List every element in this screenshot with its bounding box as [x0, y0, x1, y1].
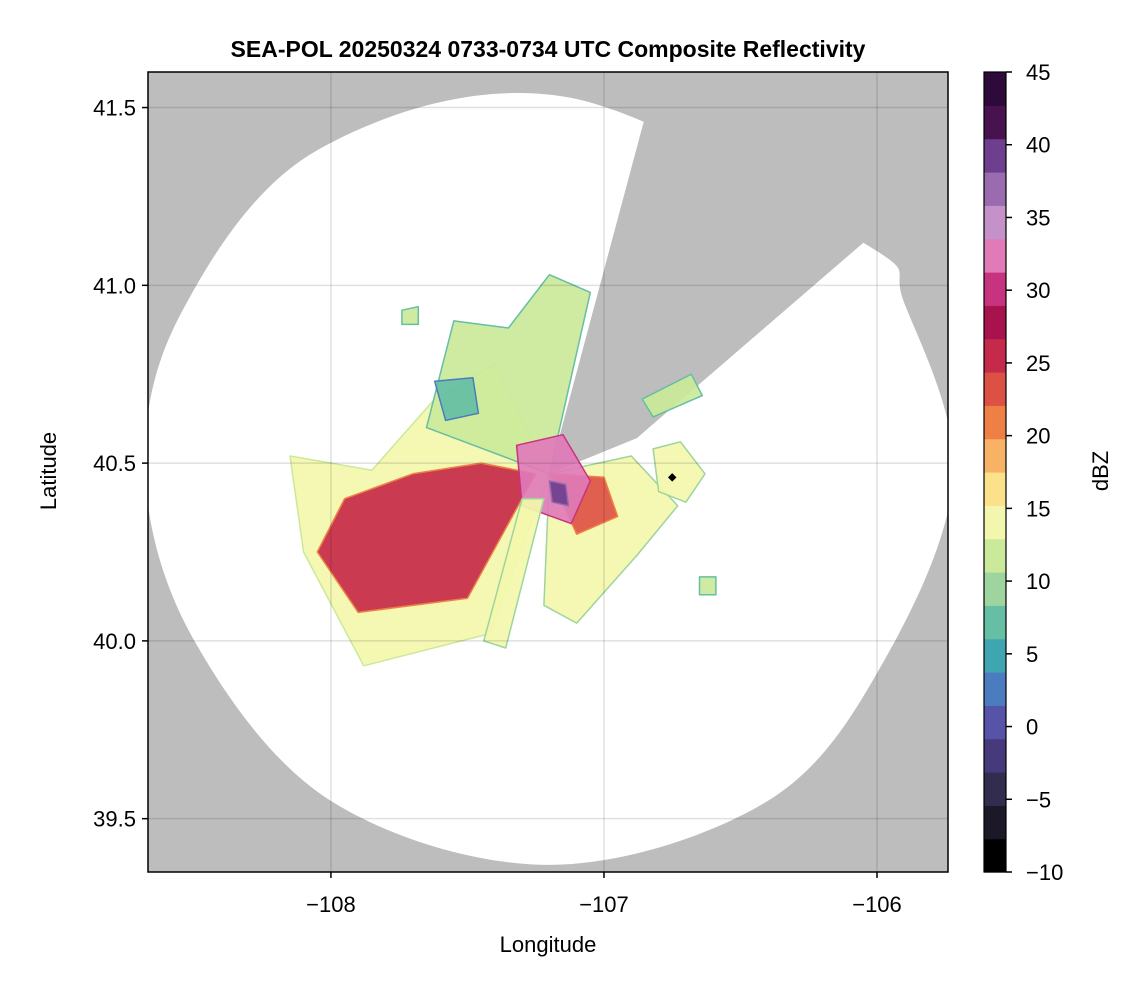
plot-area — [148, 72, 948, 872]
colorbar-segment — [984, 572, 1006, 606]
y-tick-label: 40.0 — [93, 629, 136, 654]
site-marker — [667, 473, 677, 482]
colorbar-tick-label: 20 — [1026, 424, 1050, 449]
x-tick-label: −107 — [579, 892, 629, 917]
grid-lines — [148, 72, 948, 872]
colorbar-segment — [984, 105, 1006, 140]
colorbar-segment — [984, 772, 1006, 806]
colorbar-segment — [984, 238, 1006, 273]
colorbar-tick-label: −10 — [1026, 860, 1063, 885]
colorbar-segment — [984, 738, 1006, 773]
y-tick-label: 40.5 — [93, 451, 136, 476]
y-axis-ticks: 39.5 40.0 40.5 41.0 41.5 — [93, 96, 148, 832]
x-tick-label: −108 — [306, 892, 356, 917]
colorbar-segment — [984, 372, 1006, 406]
colorbar-segment — [984, 172, 1006, 206]
colorbar-segment — [984, 605, 1006, 640]
colorbar-tick-label: 40 — [1026, 133, 1050, 158]
echo-region — [433, 377, 480, 422]
colorbar-segment — [984, 838, 1006, 873]
colorbar-ticks: −10 −5 0 5 10 15 20 25 30 35 40 45 — [1006, 60, 1063, 885]
colorbar-segment — [984, 405, 1006, 440]
colorbar-label: dBZ — [1088, 451, 1113, 491]
echo-region — [401, 305, 420, 326]
x-tick-label: −106 — [852, 892, 902, 917]
echo-region — [548, 480, 570, 507]
colorbar-frame — [983, 71, 1007, 873]
echo-region — [316, 462, 537, 614]
echo-region — [641, 373, 704, 418]
echo-region — [483, 497, 545, 649]
y-tick-label: 39.5 — [93, 807, 136, 832]
x-axis-label: Longitude — [500, 932, 597, 957]
chart-title: SEA-POL 20250324 0733-0734 UTC Composite… — [231, 36, 866, 62]
colorbar-segment — [984, 705, 1006, 740]
colorbar-tick-label: 5 — [1026, 642, 1038, 667]
colorbar-segment — [984, 72, 1006, 106]
colorbar-segment — [984, 272, 1006, 306]
colorbar-segment — [984, 438, 1006, 473]
colorbar-segment — [984, 505, 1006, 540]
colorbar — [983, 71, 1007, 873]
echo-region — [652, 441, 706, 503]
colorbar-tick-label: 35 — [1026, 205, 1050, 230]
colorbar-tick-label: 15 — [1026, 496, 1050, 521]
x-axis-ticks: −108 −107 −106 — [306, 872, 902, 917]
colorbar-tick-label: 25 — [1026, 351, 1050, 376]
colorbar-segment — [984, 205, 1006, 240]
y-axis-label: Latitude — [36, 432, 61, 510]
colorbar-tick-label: 30 — [1026, 278, 1050, 303]
colorbar-segment — [984, 805, 1006, 840]
colorbar-segment — [984, 538, 1006, 573]
y-tick-label: 41.0 — [93, 273, 136, 298]
reflectivity-echoes — [289, 273, 717, 667]
colorbar-segment — [984, 638, 1006, 673]
blocked-sector — [549, 96, 864, 474]
colorbar-segment — [984, 138, 1006, 173]
plot-frame — [147, 71, 949, 873]
colorbar-segment — [984, 472, 1006, 506]
colorbar-segment — [984, 672, 1006, 706]
colorbar-segment — [984, 305, 1006, 340]
colorbar-tick-label: −5 — [1026, 787, 1051, 812]
y-tick-label: 41.5 — [93, 96, 136, 121]
colorbar-tick-label: 45 — [1026, 60, 1050, 85]
echo-region — [698, 576, 717, 596]
colorbar-tick-label: 0 — [1026, 715, 1038, 740]
colorbar-segment — [984, 338, 1006, 373]
colorbar-tick-label: 10 — [1026, 569, 1050, 594]
